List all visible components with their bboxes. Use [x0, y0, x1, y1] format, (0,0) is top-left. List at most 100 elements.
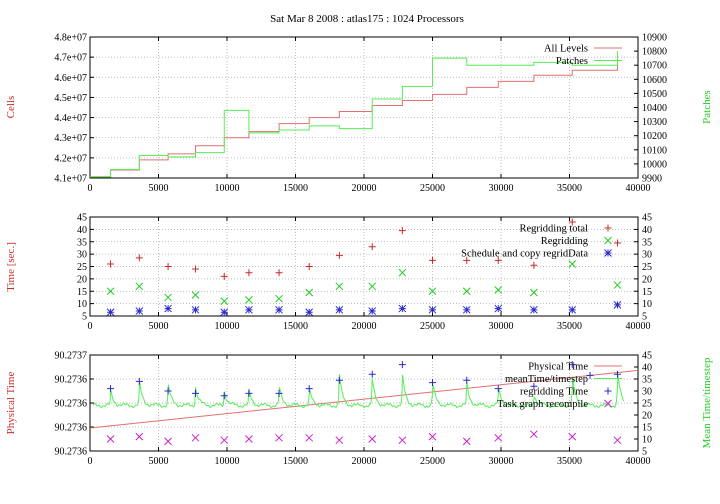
data-point: [368, 243, 376, 251]
data-point: [275, 269, 283, 277]
data-point: [135, 282, 144, 291]
legend-label: Schedule and copy regridData: [461, 249, 588, 260]
x-tick-label: 15000: [283, 183, 308, 194]
data-point: [398, 227, 406, 235]
data-point: [220, 272, 228, 280]
data-point: [428, 432, 437, 441]
chart-2: 0 5000 10000 15000 20000 25000 30000 35000 40000…: [5, 213, 652, 333]
x-tick-label: 20000: [352, 456, 377, 467]
data-point: [245, 296, 253, 304]
x-tick-label: 40000: [626, 456, 651, 467]
data-point: [164, 437, 172, 446]
x-tick-label: 5000: [149, 183, 169, 194]
y2-tick-label: 15: [642, 287, 652, 298]
page-title: Sat Mar 8 2008 : atlas175 : 1024 Process…: [270, 13, 464, 25]
series-meantime-timestep: [92, 373, 625, 409]
data-point: [398, 361, 406, 369]
data-point: [530, 430, 538, 439]
y2-tick-label: 30: [642, 387, 652, 398]
data-point: [245, 305, 253, 314]
data-point: [568, 260, 577, 268]
y2-tick-label: 10200: [642, 131, 667, 142]
data-point: [368, 307, 377, 315]
y2-tick-label: 45: [642, 213, 652, 224]
y2-tick-label: 9900: [642, 174, 662, 185]
x-tick-label: 15000: [283, 321, 308, 332]
y-tick-label: 90.2736: [55, 375, 88, 386]
data-point: [494, 286, 503, 294]
data-point: [613, 436, 622, 445]
y-tick-label: 40: [77, 225, 87, 236]
step-line: [90, 51, 618, 178]
y-tick-label: 10: [77, 299, 87, 310]
x-tick-label: 10000: [215, 456, 240, 467]
data-point: [462, 287, 471, 296]
x-tick-label: 40000: [626, 321, 651, 332]
y-tick-label: 4.2e+07: [54, 153, 87, 164]
data-point: [568, 432, 577, 441]
x-tick-label: 0: [88, 183, 93, 194]
y-tick-label: 35: [77, 237, 87, 248]
y-tick-label: 90.2736: [55, 399, 88, 410]
y2-tick-label: 15: [642, 423, 652, 434]
data-point: [398, 268, 407, 277]
series-regridding-total: [107, 218, 621, 280]
data-point: [335, 376, 343, 384]
data-point: [463, 256, 471, 264]
data-point: [568, 305, 577, 314]
y2-tick-label: 10: [642, 299, 652, 310]
x-tick-label: 25000: [420, 183, 445, 194]
x-tick-label: 5000: [149, 321, 169, 332]
y-tick-label: 4.8e+07: [54, 33, 87, 44]
y2-tick-label: 25: [642, 262, 652, 273]
x-tick-label: 25000: [420, 321, 445, 332]
y2-axis-label: Patches: [701, 90, 713, 124]
data-point: [305, 288, 314, 297]
y2-tick-label: 30: [642, 250, 652, 261]
data-point: [613, 239, 621, 247]
x-tick-label: 0: [88, 321, 93, 332]
data-point: [191, 291, 200, 299]
x-tick-label: 20000: [352, 183, 377, 194]
x-tick-label: 30000: [489, 456, 514, 467]
x-tick-label: 30000: [489, 183, 514, 194]
y2-tick-label: 35: [642, 237, 652, 248]
x-tick-label: 5000: [149, 456, 169, 467]
legend-swatch: [604, 249, 612, 257]
legend-label: meanTime/timestep: [505, 374, 588, 385]
series-all-levels: [90, 63, 618, 178]
x-tick-label: 10000: [215, 321, 240, 332]
y-tick-label: 4.7e+07: [54, 53, 87, 64]
y-tick-label: 5: [82, 312, 87, 323]
y2-tick-label: 40: [642, 363, 652, 374]
y2-tick-label: 10600: [642, 75, 667, 86]
y-tick-label: 20: [77, 274, 87, 285]
data-point: [305, 385, 313, 393]
data-point: [494, 304, 503, 313]
data-point: [398, 304, 407, 313]
data-point: [462, 437, 471, 446]
series-regridding-time: [107, 361, 621, 400]
data-point: [368, 435, 377, 443]
x-tick-label: 35000: [557, 321, 582, 332]
data-point: [275, 294, 283, 303]
y2-tick-label: 25: [642, 399, 652, 410]
y-tick-label: 45: [77, 213, 87, 224]
data-point: [191, 305, 200, 314]
data-point: [305, 433, 314, 442]
data-point: [530, 305, 538, 314]
data-point: [135, 377, 143, 385]
y-tick-label: 30: [77, 250, 87, 261]
series-task-graph-recompile: [106, 430, 622, 446]
y-tick-label: 4.6e+07: [54, 73, 87, 84]
y-tick-label: 4.5e+07: [54, 93, 87, 104]
y2-tick-label: 40: [642, 225, 652, 236]
mean-time-line: [92, 373, 625, 409]
y-tick-label: 4.1e+07: [54, 174, 87, 185]
data-point: [368, 370, 376, 378]
data-point: [494, 256, 502, 264]
data-point: [107, 260, 115, 268]
legend-label: Task graph recompile: [497, 399, 588, 410]
y2-tick-label: 5: [642, 447, 647, 458]
